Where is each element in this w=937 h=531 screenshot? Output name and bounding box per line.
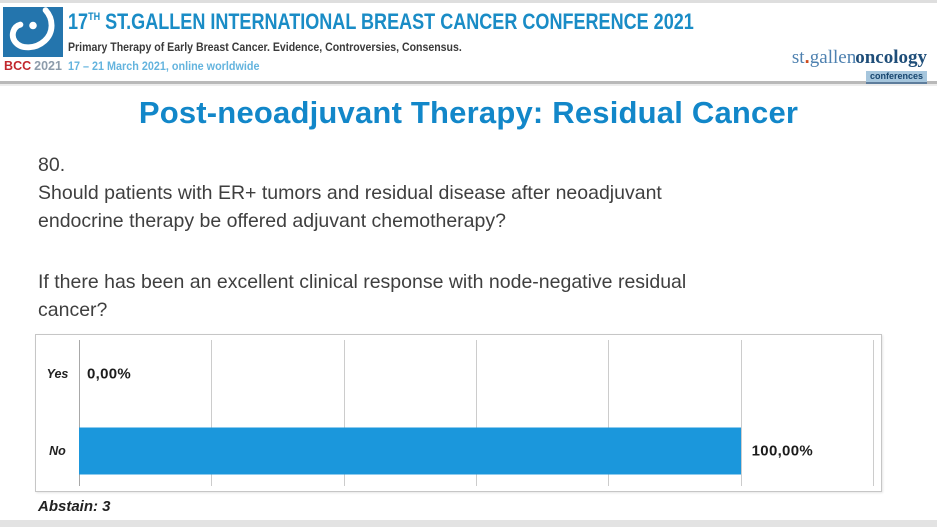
bar-no — [79, 427, 741, 475]
top-edge-band — [0, 0, 937, 3]
abstain-note: Abstain: 3 — [38, 498, 111, 515]
subquestion-block: If there has been an excellent clinical … — [38, 268, 686, 324]
gridline — [740, 340, 742, 486]
gridline — [608, 340, 610, 486]
subquestion-line-2: cancer? — [38, 299, 108, 321]
gridline — [79, 340, 80, 486]
bottom-edge-band — [0, 520, 937, 527]
conference-dates: 17 – 21 March 2021, online worldwide — [68, 59, 260, 73]
gridline — [211, 340, 213, 486]
chart-row-yes: Yes 0,00% — [36, 335, 881, 412]
value-label-yes: 0,00% — [87, 365, 132, 382]
orange-dot-icon: . — [804, 47, 810, 68]
category-label-yes: Yes — [46, 366, 69, 381]
conference-header: BCC 2021 17TH ST.GALLEN INTERNATIONAL BRE… — [0, 3, 937, 84]
gridline — [476, 340, 477, 486]
stgallen-oncology-logo: st.gallenoncology conferences — [792, 48, 927, 84]
header-text: 17TH ST.GALLEN INTERNATIONAL BREAST CANC… — [68, 9, 831, 73]
question-number: 80. — [38, 154, 66, 176]
gridline — [873, 340, 874, 486]
gallen-text: gallen — [809, 47, 857, 68]
conference-title-rest: ST.GALLEN INTERNATIONAL BREAST CANCER CO… — [100, 9, 694, 34]
question-line-2: endocrine therapy be offered adjuvant ch… — [38, 210, 506, 232]
gridline — [343, 340, 345, 486]
conference-subtitle: Primary Therapy of Early Breast Cancer. … — [68, 40, 462, 54]
bcc-logo-square — [3, 6, 63, 58]
stgallen-oncology-wordmark: st.gallenoncology — [792, 48, 927, 67]
conference-title-number: 17 — [68, 9, 89, 34]
question-block: 80. Should patients with ER+ tumors and … — [38, 151, 662, 235]
bcc-label: BCC — [4, 59, 32, 73]
bcc-logo-caption: BCC 2021 — [3, 59, 63, 73]
conference-title-sup: TH — [88, 11, 101, 23]
conference-title: 17TH ST.GALLEN INTERNATIONAL BREAST CANC… — [68, 9, 694, 35]
gridlines — [79, 335, 874, 491]
question-line-1: Should patients with ER+ tumors and resi… — [38, 182, 662, 204]
conferences-badge: conferences — [865, 71, 927, 84]
category-label-no: No — [49, 444, 66, 458]
oncology-text: oncology — [855, 47, 927, 68]
chart-row-no: No 100,00% — [36, 412, 881, 490]
subquestion-line-1: If there has been an excellent clinical … — [38, 271, 687, 293]
breast-drop-icon — [6, 6, 60, 58]
bcc-year: 2021 — [34, 59, 62, 73]
slide-title: Post-neoadjuvant Therapy: Residual Cance… — [138, 95, 799, 130]
bcc-logo: BCC 2021 — [3, 6, 63, 73]
value-label-no: 100,00% — [751, 442, 813, 460]
poll-results-chart: Yes 0,00% No 100,00% — [35, 334, 882, 492]
stgallen-text: st — [791, 47, 805, 68]
